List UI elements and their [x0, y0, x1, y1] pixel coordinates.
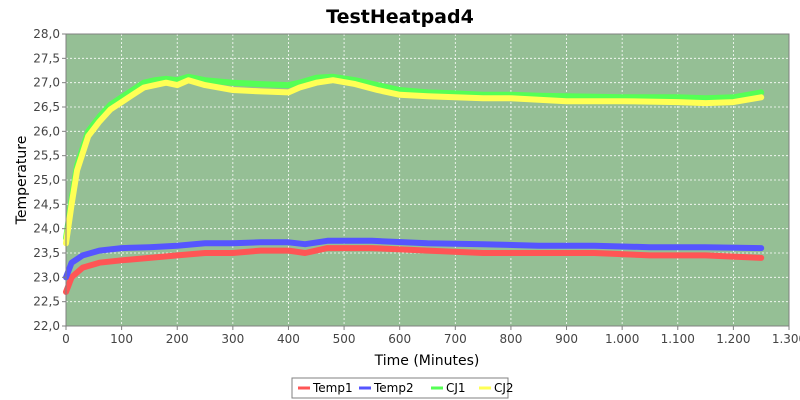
- y-tick-label: 27,0: [33, 76, 60, 90]
- y-tick-label: 28,0: [33, 27, 60, 41]
- y-tick-label: 26,5: [33, 100, 60, 114]
- legend-label-cj2: CJ2: [494, 381, 514, 395]
- series-line-temp2: [63, 237, 765, 281]
- y-tick-label: 23,0: [33, 270, 60, 284]
- y-tick-label: 25,0: [33, 173, 60, 187]
- series-line-cj2: [63, 77, 765, 247]
- y-tick-label: 23,5: [33, 246, 60, 260]
- x-tick-label: 1.200: [716, 332, 750, 346]
- y-tick-label: 22,0: [33, 319, 60, 333]
- x-tick-label: 1.000: [605, 332, 639, 346]
- y-tick-label: 26,0: [33, 124, 60, 138]
- x-tick-label: 700: [444, 332, 467, 346]
- y-tick-label: 24,0: [33, 222, 60, 236]
- chart-title: TestHeatpad4: [326, 6, 474, 28]
- series-line-cj1: [63, 73, 765, 242]
- x-tick-label: 1.100: [661, 332, 695, 346]
- x-tick-label: 100: [110, 332, 133, 346]
- series-layer: [63, 73, 765, 295]
- y-tick-label: 22,5: [33, 295, 60, 309]
- y-tick-label: 25,5: [33, 149, 60, 163]
- legend: Temp1 Temp2 CJ1 CJ2: [291, 377, 514, 399]
- x-tick-label: 400: [277, 332, 300, 346]
- x-tick-label: 600: [388, 332, 411, 346]
- y-tick-label: 24,5: [33, 197, 60, 211]
- legend-label-cj1: CJ1: [446, 381, 466, 395]
- x-tick-label: 800: [499, 332, 522, 346]
- y-axis-label: Temperature: [14, 136, 30, 226]
- x-axis-label: Time (Minutes): [374, 353, 480, 369]
- y-axis: 22,0 22,5 23,0 23,5 24,0 24,5 25,0 25,5 26,0 26,5…: [33, 27, 66, 333]
- legend-label-temp1: Temp1: [312, 381, 353, 395]
- x-tick-label: 0: [62, 332, 70, 346]
- x-tick-label: 1.300: [772, 332, 800, 346]
- legend-box: [291, 377, 509, 399]
- y-tick-label: 27,5: [33, 51, 60, 65]
- series-line-temp1: [63, 245, 765, 295]
- x-tick-label: 900: [555, 332, 578, 346]
- x-tick-label: 500: [333, 332, 356, 346]
- legend-label-temp2: Temp2: [373, 381, 414, 395]
- x-tick-label: 200: [166, 332, 189, 346]
- x-tick-label: 300: [221, 332, 244, 346]
- x-axis: 0 100 200 300 400 500 600 700 800 900 1.000 1.100 1.…: [62, 326, 800, 346]
